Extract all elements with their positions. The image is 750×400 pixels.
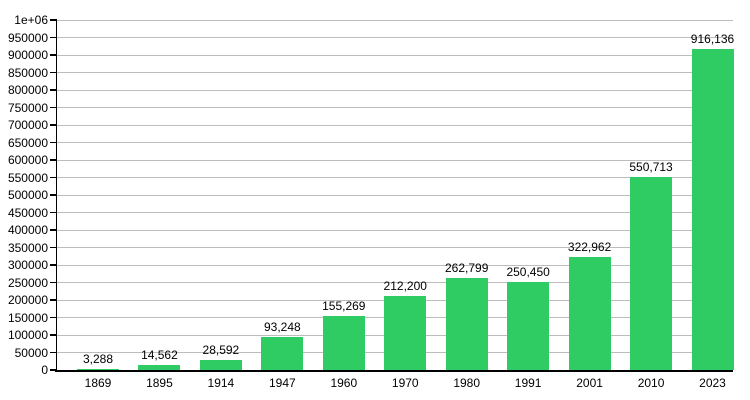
y-tick-mark — [50, 54, 57, 56]
gridline — [57, 264, 733, 266]
y-tick-label: 600000 — [7, 153, 48, 167]
x-tick-label: 1980 — [453, 376, 481, 390]
bar-1914 — [199, 359, 242, 370]
gridline — [57, 142, 733, 143]
y-tick-mark — [50, 334, 57, 336]
y-tick-label: 450000 — [7, 205, 48, 220]
x-tick-label: 1947 — [268, 376, 296, 390]
bar-value-label: 212,200 — [383, 278, 427, 293]
gridline — [57, 124, 733, 126]
y-tick-label: 0 — [41, 363, 48, 377]
bar-value-label: 93,248 — [263, 320, 301, 335]
bar-value-label: 28,592 — [202, 342, 240, 357]
x-tick-label: 1869 — [84, 376, 112, 390]
y-tick-label: 800000 — [7, 83, 48, 97]
y-tick-label: 300000 — [7, 258, 48, 272]
bar-value-label: 155,269 — [322, 298, 366, 313]
y-tick-mark — [50, 194, 57, 196]
bar-value-label: 14,562 — [141, 347, 178, 362]
y-tick-label: 700000 — [7, 118, 48, 132]
y-tick-mark — [50, 36, 57, 39]
y-tick-mark — [50, 316, 57, 319]
y-tick-mark — [50, 264, 57, 266]
y-tick-mark — [50, 281, 57, 284]
y-tick-mark — [50, 176, 57, 179]
x-tick-label: 2010 — [637, 376, 665, 390]
y-tick-label: 50000 — [14, 345, 48, 360]
y-axis-line — [55, 20, 57, 372]
y-tick-label: 650000 — [7, 135, 48, 150]
gridline — [57, 229, 733, 231]
y-tick-mark — [50, 211, 57, 214]
bar-value-label: 916,136 — [690, 32, 735, 47]
bar-1869 — [77, 368, 119, 370]
x-tick-label: 1960 — [330, 376, 358, 390]
y-tick-label: 150000 — [7, 310, 48, 325]
gridline — [57, 177, 733, 178]
y-tick-label: 850000 — [7, 65, 48, 80]
y-tick-mark — [50, 159, 57, 161]
y-tick-mark — [50, 369, 57, 371]
bar-1960 — [322, 315, 365, 370]
gridline — [57, 37, 733, 38]
bar-1970 — [384, 295, 427, 370]
bar-1895 — [138, 364, 181, 370]
bar-2001 — [568, 256, 611, 370]
bar-value-label: 550,713 — [629, 160, 673, 175]
y-tick-label: 200000 — [7, 293, 48, 307]
y-tick-mark — [50, 71, 57, 74]
x-tick-label: 2001 — [576, 376, 603, 390]
y-tick-mark — [50, 106, 57, 109]
gridline — [57, 159, 733, 161]
y-tick-mark — [50, 19, 57, 21]
y-tick-mark — [50, 299, 57, 301]
y-tick-label: 1e+06 — [14, 13, 48, 27]
y-tick-mark — [50, 89, 57, 91]
gridline — [57, 247, 733, 248]
x-tick-label: 1991 — [514, 376, 542, 390]
x-tick-label: 1970 — [391, 376, 419, 390]
y-tick-mark — [50, 351, 57, 354]
x-tick-label: 2023 — [699, 376, 726, 390]
gridline — [57, 19, 733, 21]
y-tick-mark — [50, 246, 57, 249]
gridline — [57, 54, 733, 56]
bar-value-label: 3,288 — [82, 351, 114, 366]
bar-value-label: 250,450 — [506, 265, 550, 280]
x-tick-label: 1895 — [146, 376, 173, 390]
gridline — [57, 72, 733, 73]
bar-2023 — [691, 49, 734, 370]
y-tick-label: 500000 — [7, 188, 48, 202]
x-tick-label: 1914 — [207, 376, 235, 390]
y-tick-label: 900000 — [7, 48, 48, 62]
y-tick-mark — [50, 141, 57, 144]
gridline — [57, 107, 733, 108]
y-tick-mark — [50, 124, 57, 126]
bar-1980 — [445, 278, 488, 370]
y-tick-label: 350000 — [7, 240, 48, 255]
gridline — [57, 282, 733, 283]
y-tick-label: 100000 — [7, 328, 48, 342]
bar-value-label: 262,799 — [444, 261, 489, 276]
bar-2010 — [630, 177, 673, 370]
y-tick-label: 950000 — [7, 30, 48, 45]
bar-value-label: 322,962 — [567, 239, 612, 254]
gridline — [57, 89, 733, 91]
y-tick-mark — [50, 229, 57, 231]
gridline — [57, 194, 733, 196]
y-tick-label: 550000 — [7, 170, 48, 185]
x-axis-line — [55, 370, 733, 372]
y-tick-label: 250000 — [7, 275, 48, 290]
y-tick-label: 400000 — [7, 223, 48, 237]
y-tick-label: 750000 — [7, 100, 48, 115]
gridline — [57, 212, 733, 213]
bar-1947 — [261, 337, 304, 370]
bar-1991 — [507, 282, 550, 370]
